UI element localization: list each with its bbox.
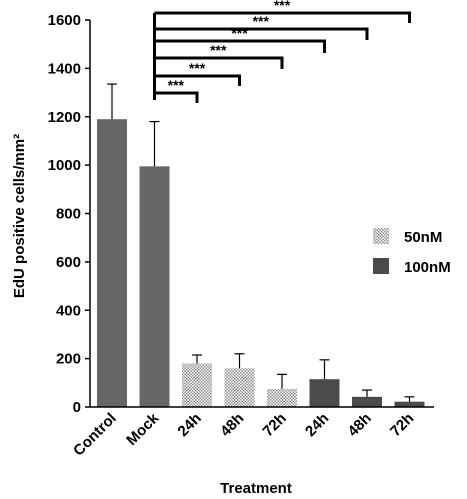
- error-bar: [277, 373, 287, 389]
- x-axis-label: Treatment: [220, 480, 292, 497]
- x-tick-label: 72h: [260, 410, 290, 440]
- significance-label: ***: [274, 0, 291, 13]
- y-tick-label: 1200: [48, 109, 81, 126]
- x-axis-tick-labels: Control Mock 24h 48h 72h 24h 48h 72h: [70, 409, 417, 459]
- significance-bracket: ***: [154, 13, 369, 40]
- y-tick-label: 400: [56, 302, 81, 319]
- bar: [139, 166, 170, 407]
- significance-label: ***: [210, 42, 227, 58]
- significance-label: ***: [168, 77, 185, 93]
- x-tick-label: 24h: [175, 410, 205, 440]
- error-bar: [107, 83, 117, 120]
- bar: [267, 388, 297, 407]
- bar: [394, 401, 425, 407]
- significance-bracket: ***: [154, 77, 199, 103]
- y-tick-label: 200: [56, 351, 81, 368]
- error-bar: [404, 396, 415, 402]
- y-tick-label: 1600: [48, 12, 81, 29]
- legend-label: 50nM: [404, 229, 442, 246]
- bar: [182, 363, 212, 407]
- legend: 50nM 100nM: [373, 228, 451, 276]
- bar: [224, 368, 255, 407]
- y-axis-label: EdU positive cells/mm²: [11, 134, 28, 298]
- significance-brackets: ******************: [153, 0, 411, 103]
- significance-bracket: ***: [154, 60, 241, 86]
- bars: [97, 119, 425, 407]
- error-bar: [362, 389, 372, 397]
- error-bars: [107, 83, 415, 402]
- significance-label: ***: [189, 60, 206, 76]
- bar: [97, 119, 127, 407]
- x-tick-label: 72h: [387, 410, 417, 440]
- significance-label: ***: [253, 13, 270, 29]
- significance-label: ***: [231, 25, 248, 41]
- y-tick-label: 0: [73, 399, 81, 416]
- error-bar: [192, 354, 202, 364]
- legend-swatch: [373, 258, 389, 274]
- legend-label: 100nM: [404, 259, 451, 276]
- legend-swatch: [373, 228, 389, 244]
- error-bar: [149, 120, 160, 167]
- x-tick-label: 48h: [345, 410, 375, 440]
- y-tick-label: 600: [56, 254, 81, 271]
- x-tick-label: 24h: [302, 410, 332, 440]
- bar: [309, 379, 340, 407]
- x-tick-label: Control: [70, 410, 120, 460]
- y-tick-label: 800: [56, 206, 81, 223]
- y-tick-label: 1400: [48, 60, 81, 77]
- y-axis-ticks: 0 200 400 600 800 1000 1200 1400 1600: [48, 12, 90, 416]
- significance-bracket: ***: [154, 42, 284, 69]
- significance-bracket: ***: [154, 0, 411, 23]
- y-tick-label: 1000: [48, 157, 81, 174]
- x-tick-label: Mock: [123, 409, 163, 449]
- x-tick-label: 48h: [217, 410, 247, 440]
- error-bar: [319, 359, 330, 380]
- legend-item: 50nM: [373, 228, 442, 246]
- error-bar: [234, 353, 245, 369]
- bar: [352, 396, 382, 407]
- legend-item: 100nM: [373, 258, 451, 276]
